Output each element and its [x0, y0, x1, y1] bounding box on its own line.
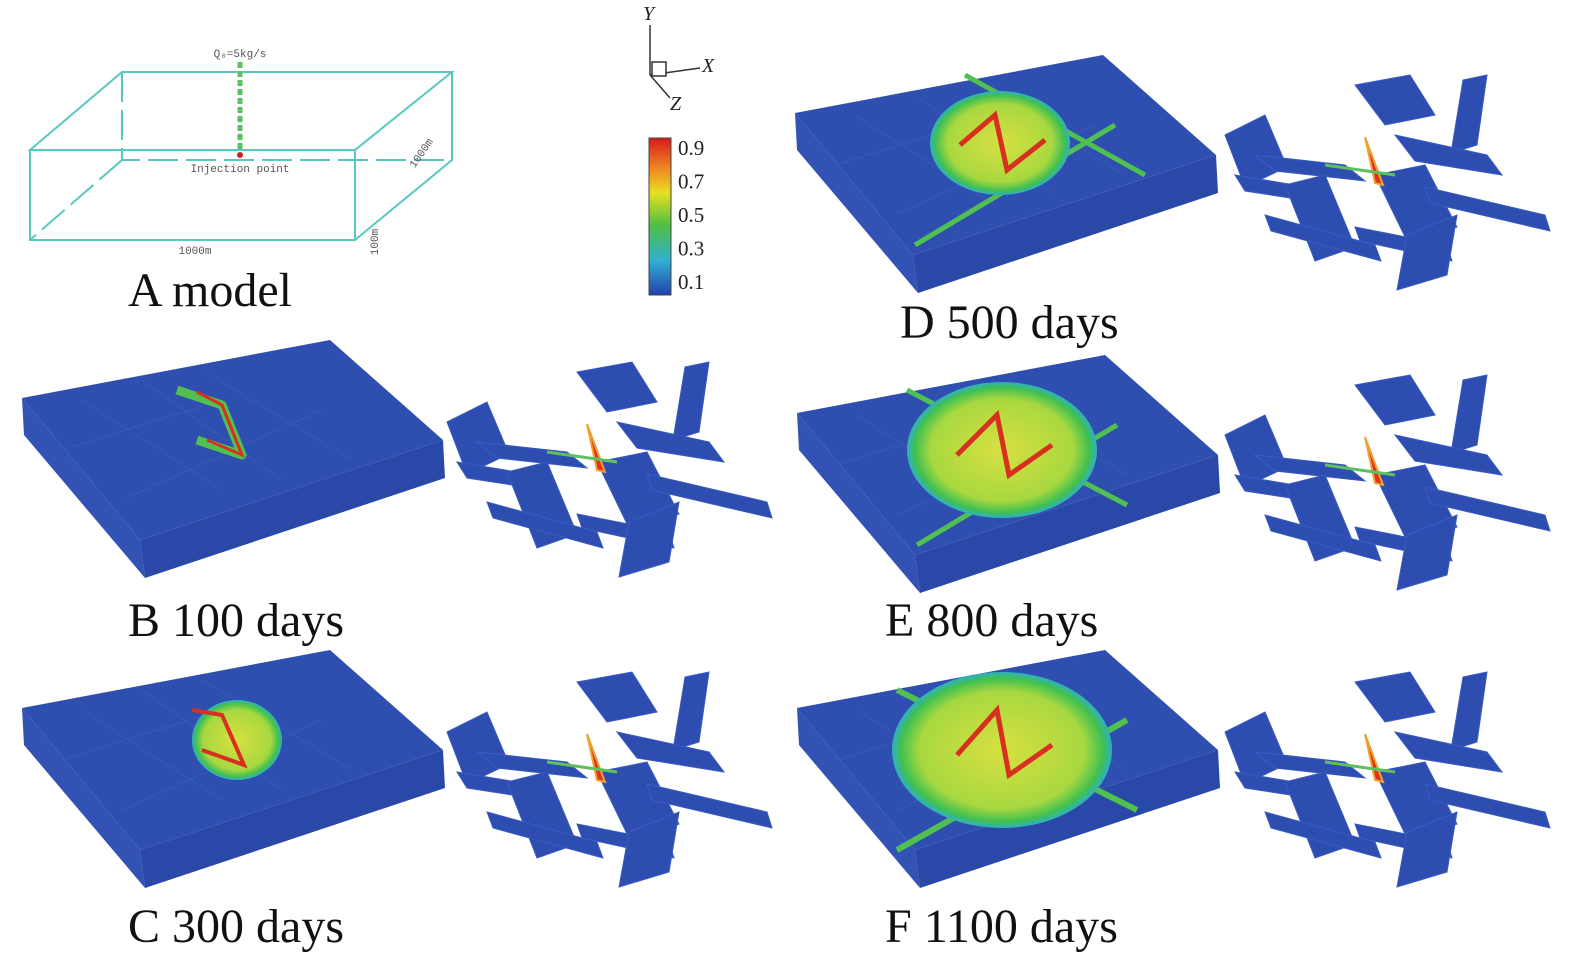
panel-label: D 500 days — [900, 296, 1119, 349]
slab-e — [796, 354, 1221, 594]
slab-d — [794, 54, 1219, 294]
model-panel: Q₀=5kg/s Injection point 1000m 1000m 100… — [27, 49, 455, 317]
axis-y: Y — [643, 3, 656, 25]
axis-x: X — [701, 55, 715, 77]
panel-label: A model — [128, 264, 292, 317]
panel-label: B 100 days — [128, 594, 344, 647]
injection-rate: Q₀=5kg/s — [214, 49, 267, 61]
height: 100m — [370, 228, 382, 255]
colorbar-label: 0.7 — [678, 169, 704, 193]
injection-point: Injection point — [190, 164, 289, 176]
length-z: 1000m — [408, 137, 437, 171]
colorbar — [648, 137, 672, 296]
panel-label: E 800 days — [885, 594, 1098, 647]
colorbar-label: 0.3 — [678, 236, 704, 260]
slab-f — [796, 649, 1221, 889]
panel-label: F 1100 days — [885, 900, 1118, 953]
panel-label: C 300 days — [128, 900, 344, 953]
axis-triad — [649, 25, 701, 99]
slab-c — [21, 649, 446, 889]
slab-b — [21, 339, 446, 579]
axis-z: Z — [670, 93, 682, 115]
colorbar-label: 0.5 — [678, 203, 704, 227]
colorbar-label: 0.1 — [678, 270, 704, 294]
length-x: 1000m — [178, 246, 211, 258]
colorbar-label: 0.9 — [678, 136, 704, 160]
